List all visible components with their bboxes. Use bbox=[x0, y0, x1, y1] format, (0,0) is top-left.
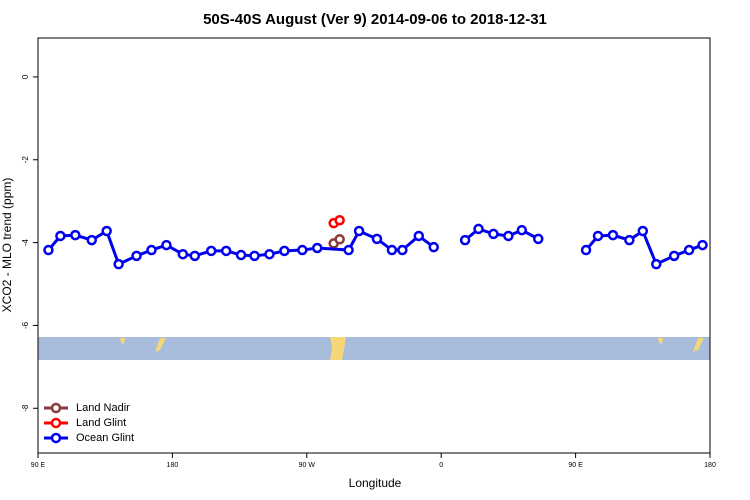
data-point bbox=[637, 225, 649, 237]
data-point bbox=[459, 234, 471, 246]
land bbox=[693, 338, 704, 352]
y-tick-label: 0 bbox=[21, 74, 30, 79]
data-point bbox=[279, 245, 290, 257]
data-point bbox=[343, 244, 354, 256]
data-point bbox=[668, 250, 680, 262]
x-axis-label: Longitude bbox=[349, 476, 402, 490]
data-point bbox=[312, 242, 323, 254]
data-point bbox=[55, 230, 66, 242]
data-point bbox=[503, 230, 514, 242]
legend-label: Ocean Glint bbox=[76, 432, 134, 444]
data-point bbox=[235, 249, 247, 261]
data-point bbox=[249, 250, 260, 262]
data-point bbox=[697, 239, 708, 251]
data-point bbox=[334, 214, 345, 226]
data-point bbox=[353, 225, 365, 237]
data-point bbox=[516, 224, 528, 236]
data-point bbox=[205, 245, 217, 257]
data-point bbox=[397, 244, 408, 256]
data-point bbox=[113, 258, 124, 270]
data-point bbox=[386, 244, 398, 256]
land bbox=[120, 338, 125, 344]
x-tick-label: 180 bbox=[167, 462, 179, 469]
data-point bbox=[334, 234, 345, 245]
data-point bbox=[189, 250, 201, 262]
x-tick-label: 90 E bbox=[568, 462, 583, 469]
data-point bbox=[146, 244, 157, 256]
map-band bbox=[38, 337, 710, 360]
y-axis-label: XCO2 - MLO trend (ppm) bbox=[0, 178, 14, 313]
data-point bbox=[177, 248, 189, 260]
data-point bbox=[86, 234, 98, 246]
land bbox=[658, 338, 663, 344]
x-tick-label: 90 W bbox=[299, 462, 316, 469]
data-point bbox=[413, 230, 425, 242]
data-point bbox=[297, 244, 308, 256]
x-tick-label: 0 bbox=[439, 462, 443, 469]
legend-label: Land Nadir bbox=[76, 402, 130, 414]
data-point bbox=[683, 244, 695, 256]
x-tick-label: 180 bbox=[704, 462, 716, 469]
land bbox=[330, 337, 346, 360]
data-point bbox=[371, 233, 383, 245]
legend-marker bbox=[50, 417, 62, 429]
land bbox=[155, 338, 166, 352]
data-point bbox=[607, 229, 619, 241]
legend-marker bbox=[50, 402, 62, 414]
data-point bbox=[220, 245, 232, 257]
data-point bbox=[592, 230, 604, 242]
data-point bbox=[101, 225, 112, 237]
chart-title: 50S-40S August (Ver 9) 2014-09-06 to 201… bbox=[203, 11, 547, 28]
ocean-band bbox=[38, 337, 710, 360]
data-point bbox=[43, 244, 54, 256]
y-tick-label: -6 bbox=[21, 321, 30, 329]
data-point bbox=[131, 250, 142, 262]
data-point bbox=[473, 223, 484, 235]
data-point bbox=[428, 241, 439, 253]
y-tick-label: -4 bbox=[21, 238, 30, 246]
data-point bbox=[580, 244, 592, 256]
y-tick-label: -2 bbox=[21, 156, 30, 164]
plot-frame bbox=[37, 37, 711, 454]
x-tick-label: 90 E bbox=[31, 462, 46, 469]
data-point bbox=[624, 234, 635, 246]
legend-label: Land Glint bbox=[76, 417, 126, 429]
data-point bbox=[264, 248, 275, 260]
y-tick-label: -8 bbox=[21, 404, 30, 412]
data-point bbox=[70, 229, 81, 241]
data-point bbox=[488, 228, 499, 240]
data-point bbox=[533, 233, 544, 245]
data-point bbox=[650, 258, 662, 270]
legend-marker bbox=[50, 432, 62, 444]
data-point bbox=[161, 239, 172, 251]
